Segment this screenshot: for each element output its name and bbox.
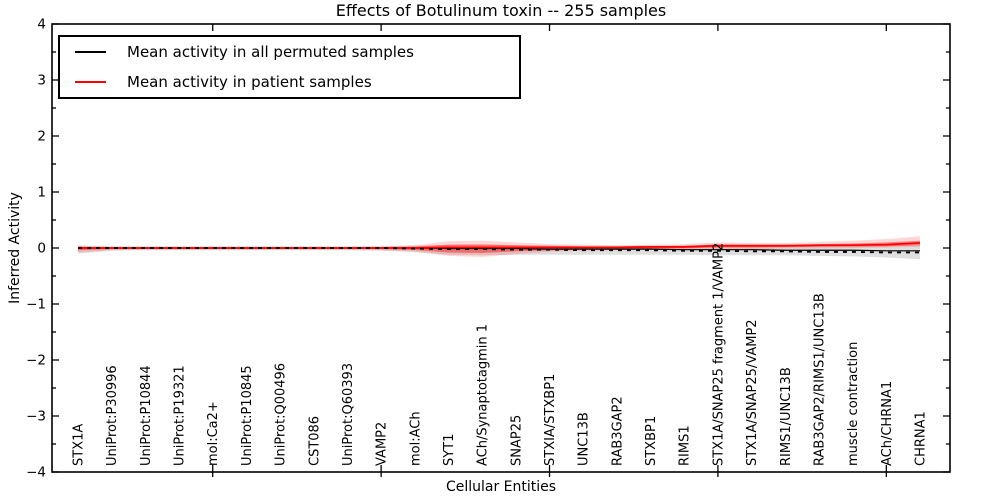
permuted-line-swatch [75,51,106,53]
y-tick-label: 0 [37,241,46,257]
y-tick-label: −1 [26,297,46,313]
series-solid-patient-line [78,242,921,249]
y-tick-label: −4 [26,465,46,481]
x-category-label: RAB3GAP2/RIMS1/UNC13B [812,293,827,466]
x-category-label: mol:Ca2+ [206,401,221,466]
patient-line-swatch [75,81,106,83]
x-category-label: ACh/CHRNA1 [880,381,895,466]
x-category-label: VAMP2 [375,422,390,466]
x-category-label: UNC13B [577,412,592,466]
x-category-label: mol:ACh [408,411,423,466]
x-category-label: SNAP25 [509,415,524,466]
x-category-label: UniProt:P19321 [173,365,188,466]
legend: Mean activity in all permuted samples Me… [58,35,521,99]
y-tick-label: −2 [26,353,46,369]
y-tick-label: 1 [37,185,46,201]
legend-entry-permuted: Mean activity in all permuted samples [60,37,519,67]
y-tick-label: 2 [37,129,46,145]
legend-label-permuted: Mean activity in all permuted samples [127,43,414,61]
x-category-label: ACh/Synaptotagmin 1 [476,324,491,466]
y-tick-label: −3 [26,409,46,425]
x-category-label: RAB3GAP2 [610,396,625,466]
x-category-label: UniProt:Q00496 [274,363,289,466]
x-category-label: UniProt:P10844 [139,365,154,466]
y-axis-label: Inferred Activity [7,192,23,304]
x-category-label: CST086 [307,416,322,466]
y-tick-label: 3 [37,73,46,89]
x-category-label: RIMS1/UNC13B [779,367,794,466]
x-category-label: UniProt:P10845 [240,365,255,466]
x-category-label: STX1A/SNAP25 fragment 1/VAMP2 [711,243,726,466]
x-category-label: RIMS1 [678,425,693,466]
x-category-label: STX1A/SNAP25/VAMP2 [745,319,760,466]
x-category-label: STXIA/STXBP1 [543,374,558,466]
x-category-label: muscle contraction [846,342,861,466]
x-category-label: STX1A [72,424,87,466]
y-tick-label: 4 [37,17,46,33]
legend-entry-patient: Mean activity in patient samples [60,67,519,97]
x-category-label: SYT1 [442,434,457,466]
chart-title: Effects of Botulinum toxin -- 255 sample… [335,1,667,20]
x-category-label: UniProt:Q60393 [341,363,356,466]
x-category-label: STXBP1 [644,416,659,466]
x-category-label: UniProt:P30996 [105,365,120,466]
x-axis-label: Cellular Entities [445,479,557,495]
legend-label-patient: Mean activity in patient samples [127,73,372,91]
x-category-label: CHRNA1 [914,411,929,466]
